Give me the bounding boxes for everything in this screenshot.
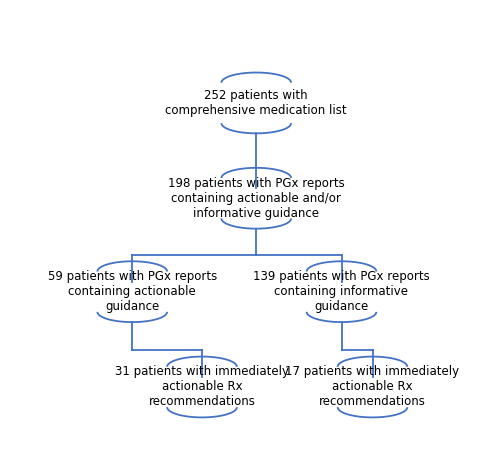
Text: 59 patients with PGx reports
containing actionable
guidance: 59 patients with PGx reports containing … — [48, 270, 217, 313]
Text: 198 patients with PGx reports
containing actionable and/or
informative guidance: 198 patients with PGx reports containing… — [168, 177, 344, 220]
Text: 252 patients with
comprehensive medication list: 252 patients with comprehensive medicati… — [166, 89, 347, 117]
Text: 31 patients with immediately
actionable Rx
recommendations: 31 patients with immediately actionable … — [115, 366, 289, 408]
Text: 17 patients with immediately
actionable Rx
recommendations: 17 patients with immediately actionable … — [286, 366, 460, 408]
Text: 139 patients with PGx reports
containing informative
guidance: 139 patients with PGx reports containing… — [253, 270, 430, 313]
